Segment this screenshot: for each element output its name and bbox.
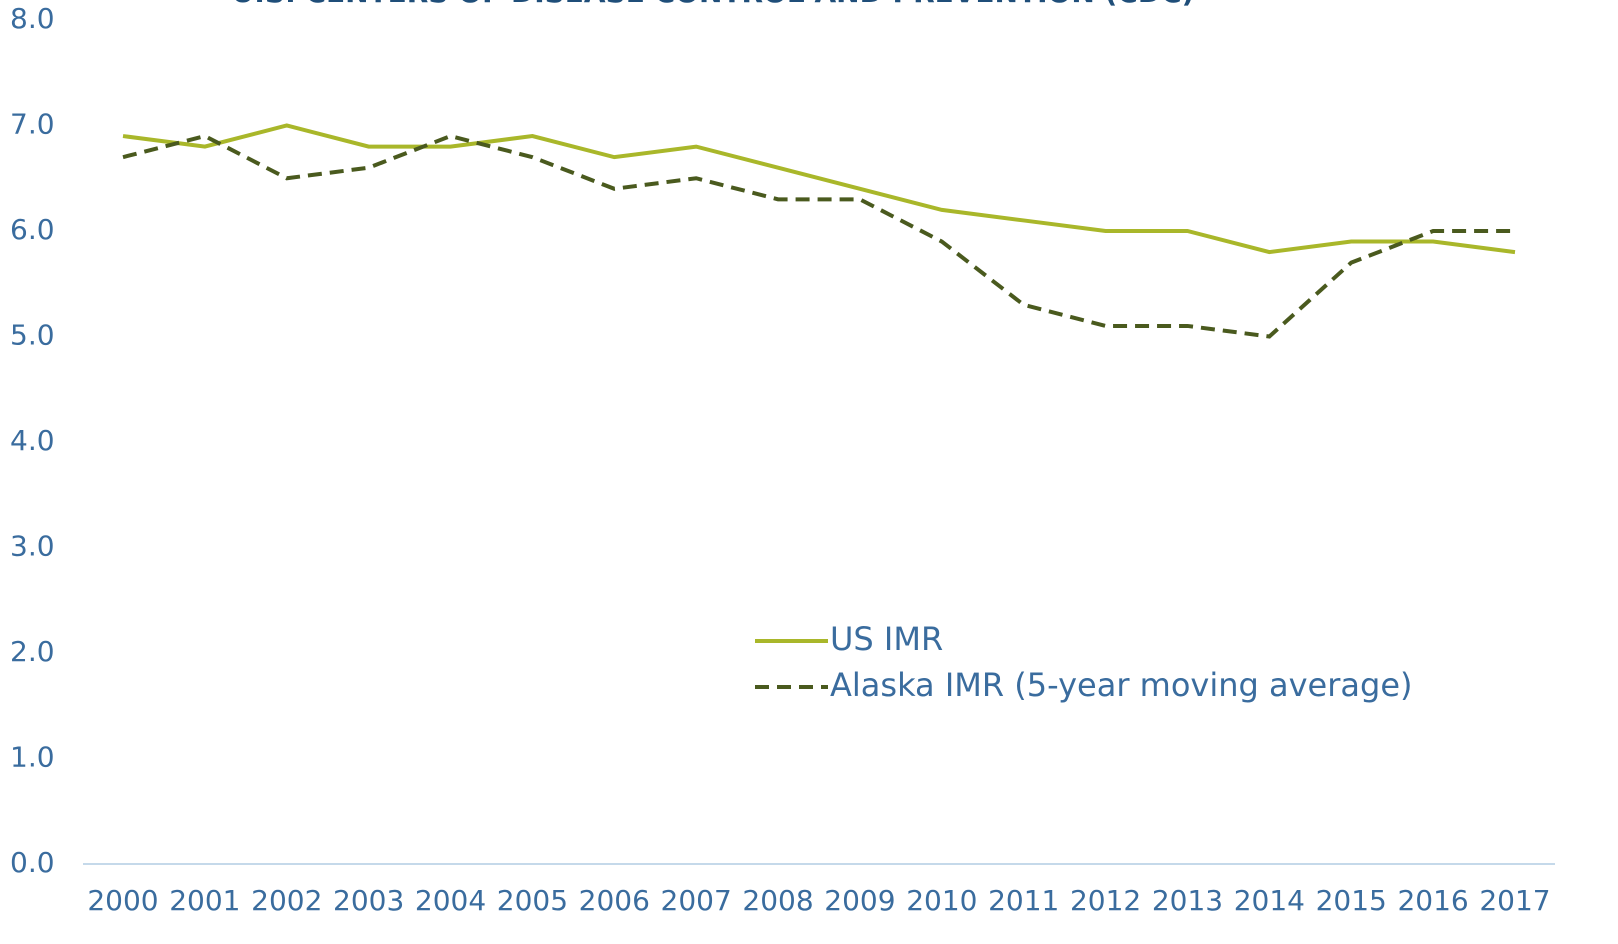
x-tick-label: 2016 (1397, 884, 1468, 917)
x-tick-label: 2011 (988, 884, 1059, 917)
x-tick-label: 2005 (497, 884, 568, 917)
y-tick-label: 4.0 (10, 424, 55, 457)
x-tick-label: 2013 (1152, 884, 1223, 917)
x-tick-label: 2000 (87, 884, 158, 917)
y-tick-label: 0.0 (10, 846, 55, 879)
legend-label: Alaska IMR (5-year moving average) (830, 666, 1412, 704)
y-tick-label: 8.0 (10, 2, 55, 35)
x-tick-label: 2002 (251, 884, 322, 917)
x-tick-label: 2015 (1316, 884, 1387, 917)
y-tick-label: 7.0 (10, 108, 55, 141)
x-tick-label: 2009 (824, 884, 895, 917)
x-tick-label: 2004 (415, 884, 486, 917)
x-tick-label: 2001 (169, 884, 240, 917)
y-tick-label: 2.0 (10, 635, 55, 668)
x-tick-label: 2006 (579, 884, 650, 917)
y-tick-label: 5.0 (10, 319, 55, 352)
series-line (122, 133, 1515, 339)
chart-title: U.S. CENTERS OF DISEASE CONTROL AND PREV… (232, 0, 1195, 9)
x-tick-label: 2003 (333, 884, 404, 917)
x-tick-label: 2014 (1234, 884, 1305, 917)
y-tick-label: 1.0 (10, 741, 55, 774)
legend-label: US IMR (830, 620, 943, 658)
x-tick-label: 2008 (742, 884, 813, 917)
y-tick-label: 3.0 (10, 530, 55, 563)
series-line (122, 123, 1516, 255)
x-tick-label: 2007 (661, 884, 732, 917)
y-tick-label: 6.0 (10, 213, 55, 246)
x-tick-label: 2012 (1070, 884, 1141, 917)
x-tick-label: 2017 (1479, 884, 1550, 917)
x-tick-label: 2010 (906, 884, 977, 917)
